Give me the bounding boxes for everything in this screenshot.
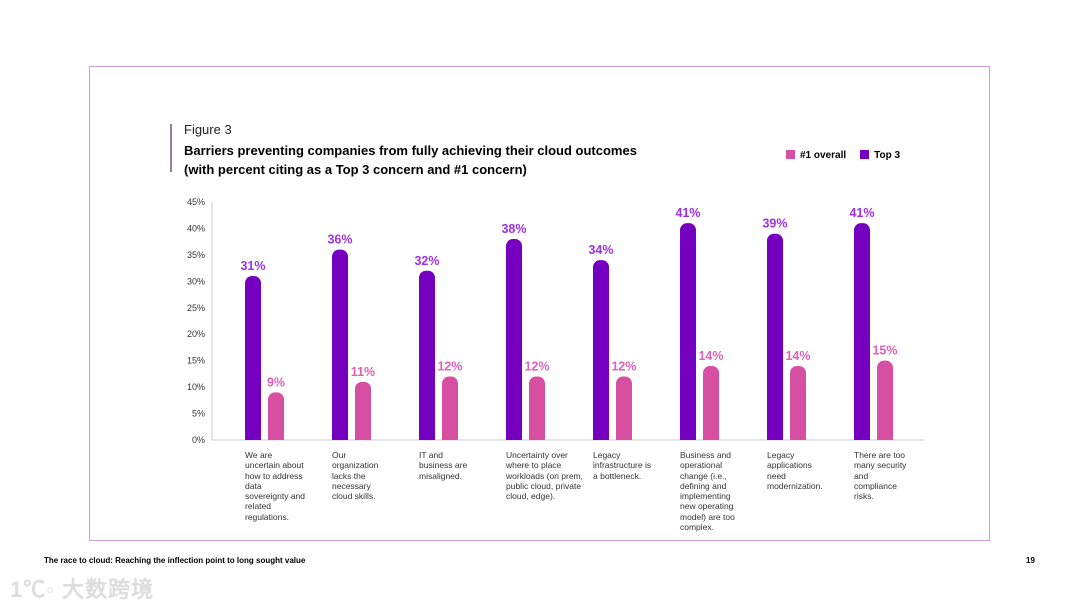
- value-label: 12%: [611, 360, 636, 374]
- legend: #1 overall Top 3: [786, 150, 900, 161]
- chart-title-main: Barriers preventing companies from fully…: [184, 143, 637, 158]
- category-label: Our organization lacks the necessary clo…: [332, 450, 379, 502]
- value-label: 9%: [267, 375, 285, 389]
- bar-base: [790, 373, 806, 440]
- bar-base: [332, 257, 348, 440]
- value-label: 14%: [698, 349, 723, 363]
- category-label: There are too many security and complian…: [854, 450, 907, 502]
- bar-base: [767, 241, 783, 440]
- figure-frame: [89, 66, 990, 541]
- value-label: 34%: [588, 243, 613, 257]
- y-tick-label: 30%: [187, 276, 205, 286]
- legend-swatch: [860, 150, 870, 159]
- figure-label: Figure 3: [184, 122, 232, 137]
- category-label: We are uncertain about how to address da…: [245, 450, 306, 522]
- legend-swatch: [786, 150, 795, 159]
- bar-base: [355, 389, 371, 440]
- value-label: 15%: [872, 344, 897, 358]
- y-tick-label: 45%: [187, 197, 205, 207]
- category-label: IT and business are misaligned.: [419, 450, 468, 481]
- y-tick-label: 35%: [187, 250, 205, 260]
- category-label: Business and operational change (i.e., d…: [680, 450, 735, 533]
- y-tick-label: 20%: [187, 329, 205, 339]
- bar-base: [442, 384, 458, 440]
- bar-base: [529, 384, 545, 440]
- value-label: 36%: [327, 233, 352, 247]
- value-label: 41%: [675, 206, 700, 220]
- chart-subtitle: (with percent citing as a Top 3 concern …: [184, 162, 527, 177]
- bar-base: [245, 284, 261, 440]
- chart-title: Barriers preventing companies from fully…: [184, 141, 637, 179]
- bar-base: [419, 278, 435, 440]
- value-label: 12%: [524, 360, 549, 374]
- bar-base: [680, 231, 696, 440]
- y-tick-label: 10%: [187, 382, 205, 392]
- page-number: 19: [1026, 556, 1035, 565]
- y-tick-label: 25%: [187, 303, 205, 313]
- bar-base: [506, 247, 522, 440]
- value-label: 12%: [437, 360, 462, 374]
- value-label: 41%: [849, 206, 874, 220]
- watermark-logo: 1℃◦ 大数跨境: [10, 577, 155, 602]
- bar-base: [703, 373, 719, 440]
- value-label: 14%: [785, 349, 810, 363]
- bar-base: [616, 384, 632, 440]
- bar-base: [268, 400, 284, 440]
- bar-base: [877, 368, 893, 440]
- y-tick-label: 0%: [192, 435, 205, 445]
- bar-base: [854, 231, 870, 440]
- value-label: 32%: [414, 254, 439, 268]
- y-tick-label: 5%: [192, 409, 205, 419]
- category-label: Uncertainty over where to place workload…: [506, 450, 584, 502]
- title-accent-bar: [170, 124, 172, 172]
- value-label: 38%: [501, 222, 526, 236]
- category-label: Legacy infrastructure is a bottleneck.: [593, 450, 652, 481]
- y-tick-label: 40%: [187, 223, 205, 233]
- y-tick-label: 15%: [187, 356, 205, 366]
- value-label: 11%: [351, 365, 375, 379]
- value-label: 31%: [240, 259, 265, 273]
- value-label: 39%: [762, 217, 787, 231]
- legend-item-1-overall: #1 overall: [786, 150, 846, 161]
- bar-base: [593, 268, 609, 440]
- footer-text: The race to cloud: Reaching the inflecti…: [44, 556, 306, 565]
- category-label: Legacy applications need modernization.: [767, 450, 823, 491]
- legend-item-top-3: Top 3: [860, 150, 900, 161]
